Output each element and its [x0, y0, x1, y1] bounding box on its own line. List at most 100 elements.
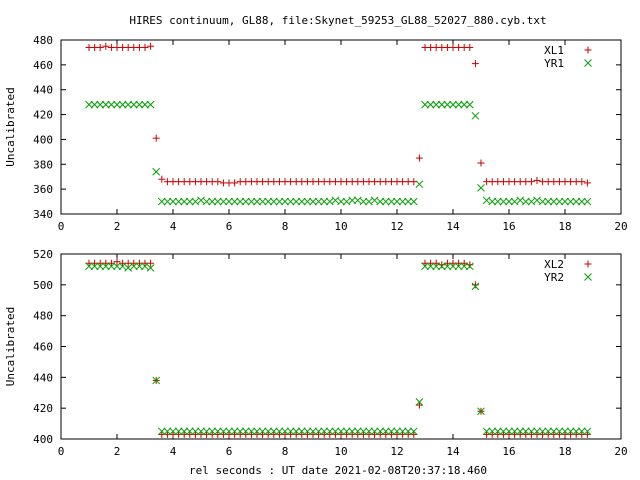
- data-point-d2: [174, 197, 183, 206]
- x-tick-label: 6: [226, 220, 233, 233]
- data-point-d2: [432, 100, 441, 109]
- data-point-d2: [510, 427, 519, 436]
- data-point-d2: [365, 427, 373, 436]
- data-point: [202, 427, 211, 436]
- x-tick-label: 12: [390, 220, 403, 233]
- x-tick-label: 2: [114, 445, 121, 458]
- y-axis-label: Uncalibrated: [4, 307, 17, 386]
- data-point-d2: [572, 197, 581, 206]
- data-point-d2: [118, 100, 127, 109]
- legend-label: XL2: [544, 258, 564, 271]
- data-point-d2: [521, 197, 530, 206]
- data-point-d2: [269, 197, 278, 206]
- data-point-d2: [281, 197, 289, 206]
- data-point-d2: [141, 262, 149, 271]
- data-point-d2: [421, 100, 429, 109]
- data-point-d2: [342, 197, 351, 206]
- data-point: [219, 427, 228, 436]
- data-point-d2: [264, 197, 273, 206]
- legend-marker-d2: [584, 273, 592, 281]
- data-point: [426, 100, 435, 109]
- data-point: [152, 134, 160, 142]
- data-point-d2: [426, 100, 435, 109]
- data-point-d2: [527, 197, 536, 206]
- data-point-d2: [521, 427, 530, 436]
- data-point: [96, 262, 105, 271]
- x-tick-label: 8: [282, 445, 289, 458]
- y-tick-label: 460: [33, 341, 53, 354]
- x-tick-label: 18: [558, 220, 571, 233]
- data-point: [169, 427, 177, 436]
- data-point: [169, 197, 177, 206]
- data-point: [113, 258, 121, 266]
- data-point: [471, 111, 480, 120]
- data-point: [465, 262, 474, 271]
- data-point: [101, 100, 110, 109]
- data-point: [438, 261, 446, 269]
- data-point: [561, 427, 569, 436]
- data-point: [359, 197, 368, 206]
- data-point: [230, 427, 239, 436]
- data-point-d2: [174, 427, 183, 436]
- series-yr2: [85, 262, 592, 436]
- data-point-d2: [303, 427, 312, 436]
- legend-label: YR2: [544, 271, 564, 284]
- x-tick-label: 4: [170, 445, 177, 458]
- x-tick-label: 0: [58, 220, 65, 233]
- data-point: [258, 197, 267, 206]
- legend-label: YR1: [544, 57, 564, 70]
- data-point-d2: [208, 427, 217, 436]
- data-point: [465, 100, 474, 109]
- data-point-d2: [275, 197, 284, 206]
- data-point: [225, 197, 233, 206]
- data-point-d2: [432, 262, 441, 271]
- data-point-d2: [219, 197, 228, 206]
- data-point: [208, 197, 217, 206]
- data-point: [359, 427, 368, 436]
- data-point-d2: [409, 197, 418, 206]
- data-point: [314, 197, 323, 206]
- data-point-d2: [253, 427, 261, 436]
- y-tick-label: 440: [33, 84, 53, 97]
- data-point-d2: [180, 197, 189, 206]
- x-tick-label: 20: [614, 445, 627, 458]
- x-tick-label: 16: [502, 220, 515, 233]
- data-point-d2: [113, 100, 121, 109]
- data-point: [253, 427, 261, 436]
- legend-marker: [584, 59, 592, 67]
- data-point-d2: [297, 427, 306, 436]
- data-point: [208, 427, 217, 436]
- data-point: [129, 100, 138, 109]
- data-point: [449, 262, 457, 271]
- data-point: [376, 197, 385, 206]
- data-point: [583, 179, 591, 187]
- data-point-d2: [219, 427, 228, 436]
- data-point-d2: [538, 427, 547, 436]
- y-tick-label: 380: [33, 158, 53, 171]
- data-point: [264, 427, 273, 436]
- data-point-d2: [292, 197, 301, 206]
- data-point-d2: [376, 427, 385, 436]
- data-point-d2: [499, 427, 508, 436]
- data-point-d2: [241, 427, 250, 436]
- data-point-d2: [197, 427, 205, 436]
- data-point-d2: [225, 197, 233, 206]
- data-point: [466, 261, 474, 269]
- data-point: [258, 427, 267, 436]
- data-point: [297, 427, 306, 436]
- x-tick-label: 12: [390, 445, 403, 458]
- data-point: [477, 159, 485, 167]
- data-point: [370, 427, 379, 436]
- data-point: [85, 100, 93, 109]
- data-point-d2: [90, 100, 99, 109]
- data-point: [213, 427, 222, 436]
- data-point: [236, 427, 245, 436]
- data-point: [404, 427, 413, 436]
- y-tick-label: 400: [33, 133, 53, 146]
- y-tick-label: 500: [33, 279, 53, 292]
- data-point-d2: [505, 427, 513, 436]
- data-point: [185, 197, 194, 206]
- data-point: [443, 100, 452, 109]
- data-point-d2: [320, 197, 329, 206]
